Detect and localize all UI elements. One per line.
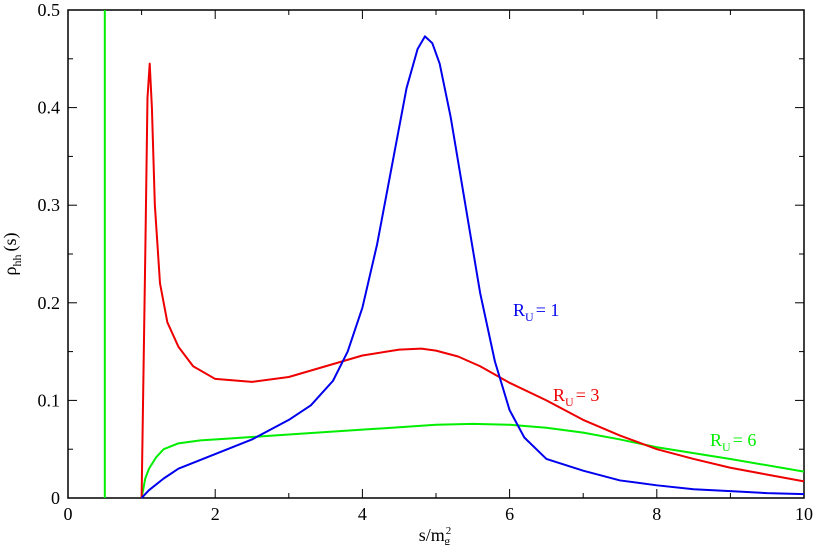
y-tick-label: 0 — [51, 488, 60, 508]
x-tick-label: 8 — [652, 504, 661, 524]
series-layer — [103, 10, 805, 499]
x-tick-label: 4 — [358, 504, 367, 524]
x-tick-label: 6 — [505, 504, 514, 524]
x-tick-label: 10 — [795, 504, 813, 524]
series-label-ru3: RU = 3 — [553, 385, 599, 409]
x-tick-label: 2 — [211, 504, 220, 524]
series-line-ru3 — [140, 62, 805, 499]
series-label-ru6: RU = 6 — [710, 430, 756, 454]
series-line-ru1 — [140, 35, 805, 499]
y-tick-label: 0.5 — [38, 0, 61, 20]
axis-ticks: 0 2 4 6 8 10 0 0.1 0.2 0.3 0.4 0.5 — [38, 0, 814, 524]
y-tick-label: 0.2 — [38, 293, 61, 313]
y-axis-label: ρhh(s) — [0, 233, 24, 276]
y-tick-label: 0.4 — [38, 98, 61, 118]
y-tick-label: 0.1 — [38, 390, 61, 410]
series-line-ru6 — [140, 422, 805, 499]
series-label-ru1: RU = 1 — [513, 300, 559, 324]
x-axis-label: s/m2 g — [419, 525, 452, 545]
x-tick-label: 0 — [64, 504, 73, 524]
y-tick-label: 0.3 — [38, 195, 61, 215]
